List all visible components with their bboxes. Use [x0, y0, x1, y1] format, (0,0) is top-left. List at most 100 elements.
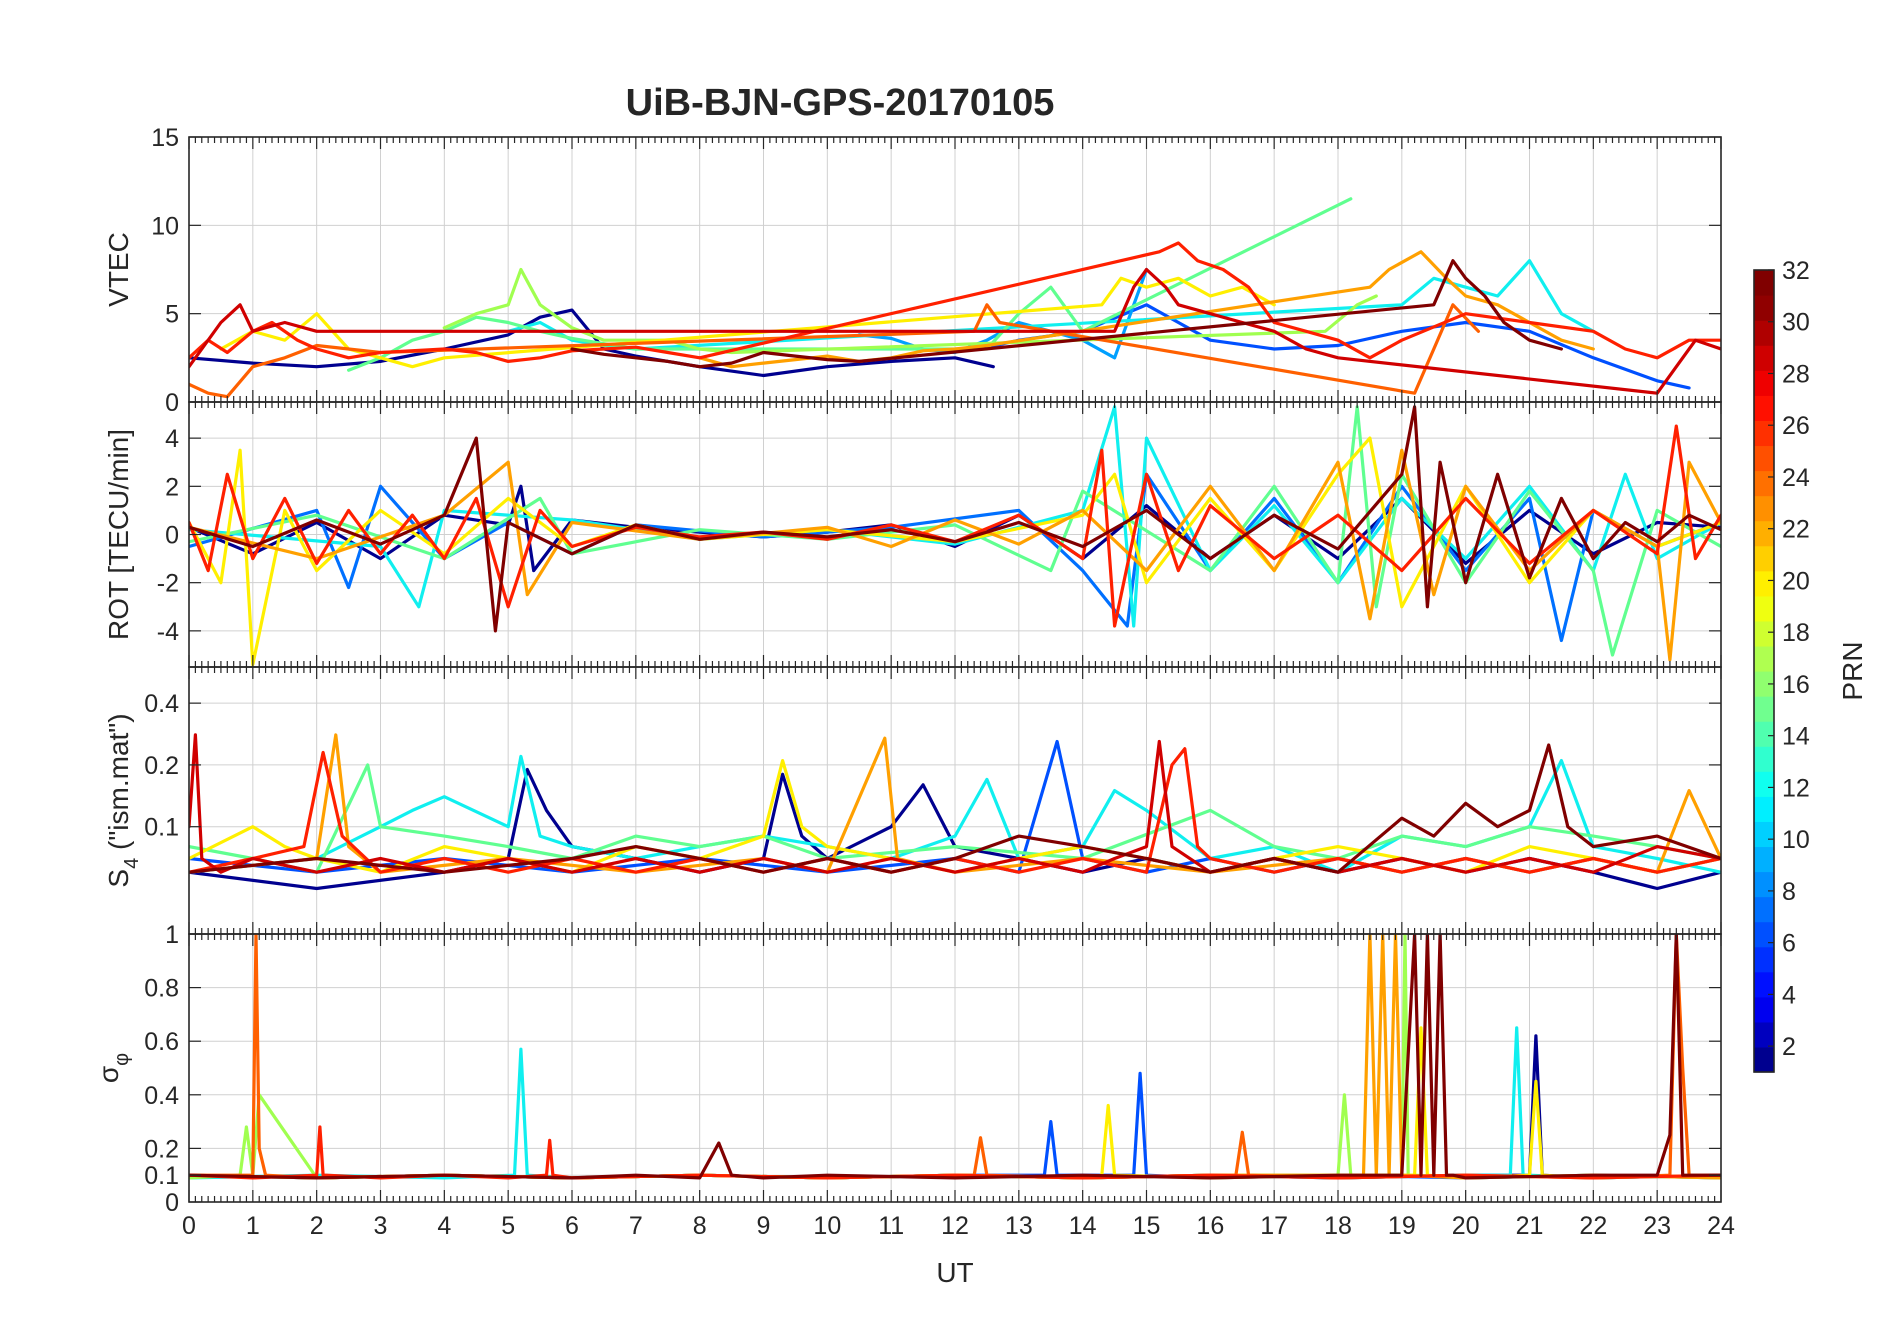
colorbar-tick-label: 16 [1782, 671, 1810, 699]
colorbar-swatch [1754, 746, 1774, 772]
colorbar-swatch [1754, 495, 1774, 522]
y-tick-label: 0.6 [144, 1028, 179, 1056]
y-tick-label: 4 [165, 425, 179, 453]
y-tick-label: 0.2 [144, 752, 179, 780]
panel-sigma-phi: 00.10.2 0.4 0.6 0.8 1 σφ [93, 921, 1722, 1217]
colorbar-swatch [1754, 871, 1774, 898]
colorbar-swatch [1754, 946, 1774, 973]
series-group [189, 934, 1721, 1180]
colorbar-tick-label: 10 [1782, 826, 1810, 854]
series-line-prn-2 [189, 308, 995, 378]
x-tick-label: 2 [310, 1212, 324, 1240]
y-axis-label-tail: ("ism.mat") [103, 713, 134, 857]
colorbar-swatch [1754, 545, 1774, 572]
x-tick-label: 10 [813, 1212, 841, 1240]
y-axis-label-s4: S4 ("ism.mat") [103, 713, 143, 887]
series-line-prn-32 [189, 405, 1721, 633]
colorbar-swatch [1754, 1021, 1774, 1048]
colorbar-swatch [1754, 696, 1774, 722]
y-axis-label-main: σ [93, 1066, 124, 1083]
colorbar-swatch [1754, 821, 1774, 848]
colorbar-swatch [1754, 445, 1774, 472]
colorbar-label: PRN [1837, 641, 1868, 700]
colorbar-swatch [1754, 595, 1774, 622]
x-tick-label: 16 [1196, 1212, 1224, 1240]
colorbar-swatch [1754, 295, 1774, 321]
y-tick-label: 2 [165, 473, 179, 501]
series-line-prn-16 [347, 197, 1353, 372]
colorbar-tick-label: 24 [1782, 464, 1810, 492]
colorbar-swatch [1754, 846, 1774, 873]
y-tick-label: -2 [157, 570, 179, 598]
colorbar-swatch [1754, 896, 1774, 923]
colorbar-tick-label: 22 [1782, 516, 1810, 544]
colorbar-tick-label: 28 [1782, 360, 1810, 388]
series-line-prn-30 [189, 267, 1721, 395]
series-line-prn-30 [189, 733, 1721, 874]
x-tick-label: 4 [437, 1212, 451, 1240]
colorbar-swatch [1754, 796, 1774, 822]
x-tick-label: 13 [1005, 1212, 1033, 1240]
x-ticks [188, 137, 1722, 402]
x-tick-label: 0 [182, 1212, 196, 1240]
series-line-prn-27 [189, 424, 1721, 628]
colorbar-swatch [1754, 420, 1774, 447]
y-axis-label-sigma-phi: σφ [93, 1053, 133, 1083]
y-tick-label: 0.4 [144, 690, 179, 718]
y-tick-label: 0 [165, 389, 179, 417]
x-tick-label: 19 [1388, 1212, 1416, 1240]
y-tick-label: 0.8 [144, 975, 179, 1003]
panel-grid [188, 667, 1722, 934]
series-line-prn-20 [219, 276, 1276, 369]
series-line-prn-32 [189, 743, 1721, 874]
x-tick-label: 1 [246, 1212, 260, 1240]
colorbar-swatch [1754, 771, 1774, 797]
colorbar-swatch [1754, 1046, 1774, 1073]
y-tick-label: -4 [157, 618, 179, 646]
y-axis-label-sub: 4 [121, 858, 143, 869]
series-group [189, 733, 1721, 891]
x-ticks [188, 667, 1722, 934]
colorbar-tick-label: 4 [1782, 981, 1796, 1009]
x-tick-label: 20 [1452, 1212, 1480, 1240]
y-tick-label: 0.1 [144, 1162, 179, 1190]
series-line-prn-23 [698, 250, 1595, 369]
colorbar-swatch [1754, 395, 1774, 421]
x-tick-label: 9 [757, 1212, 771, 1240]
colorbar-tick-label: 32 [1782, 257, 1810, 285]
y-axis-label-main: S [103, 869, 134, 888]
colorbar-frame [1753, 269, 1775, 1073]
colorbar-tick-label: 6 [1782, 930, 1796, 958]
y-tick-label: 0.2 [144, 1135, 179, 1163]
y-axis-label-main: VTEC [103, 232, 134, 307]
colorbar-swatch [1754, 620, 1774, 647]
colorbar-tick-label: 30 [1782, 309, 1810, 337]
panel-grid [188, 933, 1722, 1203]
x-tick-label: 7 [629, 1212, 643, 1240]
series-group [189, 197, 1721, 399]
x-tick-label: 5 [501, 1212, 515, 1240]
x-tick-label: 22 [1579, 1212, 1607, 1240]
colorbar-swatch [1754, 971, 1774, 998]
y-tick-label: 5 [165, 301, 179, 329]
series-group [189, 405, 1721, 667]
colorbar-swatch [1754, 320, 1774, 346]
colorbar-swatch [1754, 671, 1774, 697]
panel-grid [188, 402, 1722, 667]
panel-grid [188, 136, 1722, 403]
colorbar-tick-label: 2 [1782, 1033, 1796, 1061]
x-tick-label: 11 [878, 1212, 904, 1240]
x-ticks [188, 402, 1722, 667]
y-tick-label: 0 [165, 522, 179, 550]
colorbar-swatch [1754, 721, 1774, 747]
chart-title: UiB-BJN-GPS-20170105 [626, 82, 1055, 124]
x-tick-label: 8 [693, 1212, 707, 1240]
colorbar-swatch [1754, 470, 1774, 497]
colorbar-swatch [1754, 921, 1774, 948]
y-axis-label-main: ROT [TECU/min] [103, 429, 134, 640]
x-tick-label: 6 [565, 1212, 579, 1240]
x-tick-label: 15 [1133, 1212, 1161, 1240]
y-tick-label: 0.4 [144, 1082, 179, 1110]
